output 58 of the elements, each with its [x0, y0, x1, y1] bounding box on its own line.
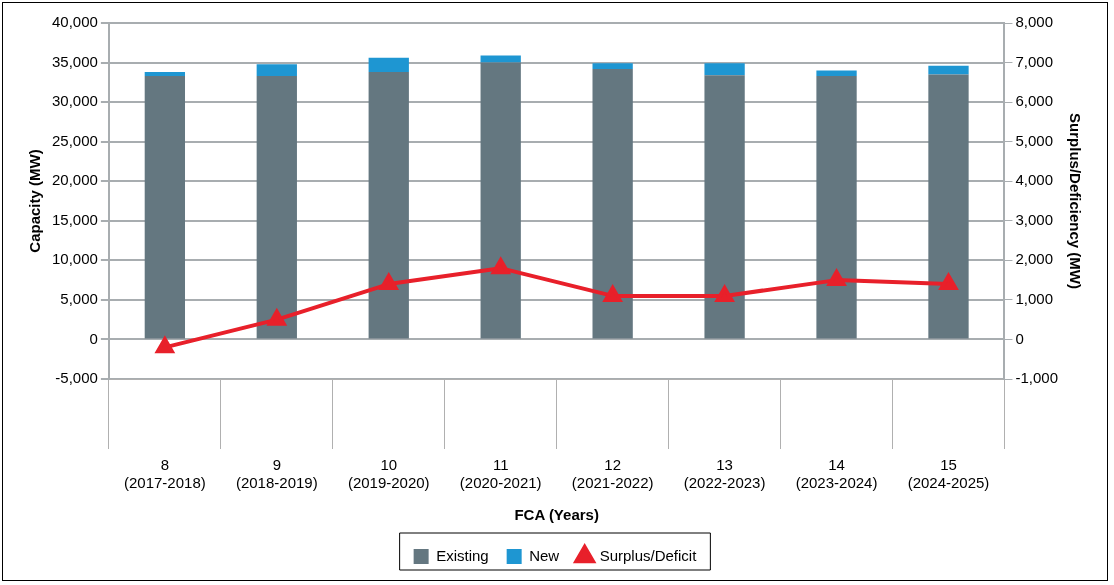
y2-tick-label: 7,000: [1015, 52, 1054, 70]
bar: [592, 63, 633, 69]
legend-label: Surplus/Deficit: [599, 546, 698, 564]
y-tick-label: -5,000: [55, 369, 98, 387]
y-tick-label: 25,000: [51, 131, 98, 149]
bar: [256, 64, 297, 76]
bar: [368, 72, 409, 339]
legend-label: New: [529, 546, 560, 564]
y2-tick-label: 4,000: [1015, 171, 1054, 189]
y-tick-label: 5,000: [60, 290, 98, 308]
bar: [704, 75, 745, 339]
bar: [928, 74, 969, 339]
bar: [592, 68, 633, 339]
y2-tick-label: 1,000: [1015, 290, 1054, 308]
y2-tick-label: -1,000: [1015, 369, 1059, 387]
y-tick-label: 10,000: [51, 250, 98, 268]
point: [827, 270, 846, 287]
legend-label: Existing: [436, 546, 489, 564]
y-tick-label: 40,000: [51, 13, 98, 31]
x-tick-label: 13 (2022-2023): [683, 456, 766, 492]
bar: [816, 70, 857, 76]
x-tick-label: 10 (2019-2020): [347, 456, 430, 492]
bar: [144, 72, 185, 76]
x-tick-label: 8 (2017-2018): [123, 456, 206, 492]
y-axis-title: Capacity (MW): [26, 149, 44, 253]
point: [491, 258, 510, 275]
y-tick-label: 30,000: [51, 92, 98, 110]
y-tick-label: 15,000: [51, 210, 98, 228]
bar: [816, 76, 857, 339]
y-tick-label: 35,000: [51, 52, 98, 70]
point: [603, 285, 622, 302]
y-tick-label: 20,000: [51, 171, 98, 189]
bar: [144, 76, 185, 339]
y2-tick-label: 8,000: [1015, 13, 1054, 31]
x-tick-label: 15 (2024-2025): [907, 456, 990, 492]
point: [939, 274, 958, 291]
y-tick-label: 0: [89, 329, 98, 347]
y2-axis-title: Surplus/Deficiency (MW): [1066, 113, 1084, 289]
y2-tick-label: 6,000: [1015, 92, 1054, 110]
point: [155, 337, 174, 354]
x-tick-label: 12 (2021-2022): [571, 456, 654, 492]
point: [379, 274, 398, 291]
x-tick-label: 11 (2020-2021): [459, 456, 542, 492]
bar: [928, 65, 969, 75]
x-tick-label: 9 (2018-2019): [235, 456, 318, 492]
bar: [256, 76, 297, 339]
point: [267, 309, 286, 326]
bar: [480, 62, 521, 339]
y2-tick-label: 5,000: [1015, 131, 1054, 149]
bar: [480, 55, 521, 63]
y2-tick-label: 0: [1015, 329, 1024, 347]
bar: [704, 63, 745, 76]
bar: [368, 57, 409, 73]
x-tick-label: 14 (2023-2024): [795, 456, 878, 492]
point: [715, 285, 734, 302]
y2-tick-label: 2,000: [1015, 250, 1054, 268]
x-axis-title: FCA (Years): [514, 506, 599, 524]
y2-tick-label: 3,000: [1015, 210, 1054, 228]
